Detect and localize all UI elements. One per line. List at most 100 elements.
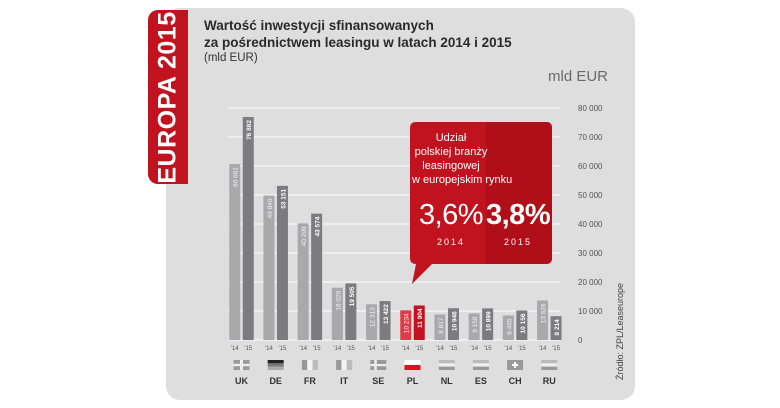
bar-value-label: 43 574 — [315, 216, 322, 236]
bar-nl-2015 — [447, 308, 459, 340]
chart-title-line1: Wartość inwestycji sfinansowanych — [204, 18, 434, 33]
category-label: CH — [509, 376, 522, 386]
y-axis-label: mld EUR — [548, 68, 609, 85]
category-label: SE — [372, 376, 384, 386]
bar-value-label: 40 209 — [301, 226, 308, 246]
bar-it-2015 — [345, 283, 357, 340]
it-flag-icon — [336, 360, 353, 370]
callout-line-1: Udział — [435, 132, 467, 144]
bar-year-label: '15 — [484, 346, 492, 352]
bar-year-label: '15 — [450, 346, 458, 352]
callout-line-3: leasingowej — [422, 160, 480, 172]
callout-year-2015: 2015 — [503, 237, 533, 247]
bar-de-2015 — [276, 185, 288, 340]
bar-ch-2014 — [502, 315, 514, 340]
bar-year-label: '15 — [415, 346, 423, 352]
y-tick-label: 30 000 — [578, 249, 603, 258]
nl-flag-icon — [438, 360, 455, 370]
bar-year-label: '14 — [265, 346, 273, 352]
bar-year-label: '14 — [504, 346, 512, 352]
bar-value-label: 10 946 — [451, 311, 458, 331]
bar-pl-2014 — [400, 310, 412, 340]
bar-uk-2015 — [242, 117, 254, 340]
callout-year-2014: 2014 — [436, 237, 466, 247]
bar-value-label: 10 156 — [520, 313, 527, 333]
se-flag-icon — [370, 360, 387, 370]
bar-fr-2015 — [311, 213, 323, 340]
bar-value-label: 12 313 — [370, 307, 377, 327]
bar-year-label: '14 — [436, 346, 444, 352]
bar-value-label: 13 422 — [383, 304, 390, 324]
y-tick-label: 60 000 — [578, 162, 603, 171]
bar-year-label: '14 — [231, 346, 239, 352]
source-note: Źródło: ZPL/Leaseurope — [615, 282, 625, 380]
bar-fr-2014 — [297, 223, 309, 340]
bar-ru-2015 — [550, 316, 562, 340]
bar-year-label: '14 — [470, 346, 478, 352]
bar-year-label: '15 — [244, 346, 252, 352]
category-label: RU — [543, 376, 556, 386]
category-label: IT — [340, 376, 349, 386]
bar-value-label: 60 661 — [233, 167, 240, 187]
bar-year-label: '14 — [539, 346, 547, 352]
uk-flag-icon — [233, 360, 250, 370]
y-tick-label: 0 — [578, 336, 583, 345]
bar-year-label: '15 — [313, 346, 321, 352]
bar-de-2014 — [263, 195, 275, 340]
bar-year-label: '14 — [299, 346, 307, 352]
bar-se-2014 — [366, 304, 378, 340]
bar-value-label: 49 840 — [267, 198, 274, 218]
bar-es-2015 — [482, 308, 494, 340]
bar-year-label: '15 — [279, 346, 287, 352]
bar-value-label: 8 465 — [506, 318, 513, 335]
category-label: NL — [441, 376, 453, 386]
y-tick-label: 80 000 — [578, 104, 603, 113]
es-flag-icon — [472, 360, 489, 370]
category-label: FR — [304, 376, 316, 386]
bar-value-label: 18 029 — [335, 290, 342, 310]
bar-uk-2014 — [229, 164, 241, 340]
bar-value-label: 10 899 — [486, 311, 493, 331]
y-tick-label: 50 000 — [578, 191, 603, 200]
bar-value-label: 53 151 — [280, 188, 287, 208]
bar-value-label: 13 626 — [541, 303, 548, 323]
bar-it-2014 — [331, 287, 343, 340]
bar-value-label: 19 505 — [349, 286, 356, 306]
bar-ru-2014 — [537, 300, 549, 340]
callout-value-2015: 3,8% — [486, 199, 551, 231]
bar-year-label: '14 — [368, 346, 376, 352]
callout-value-2014: 3,6% — [418, 199, 484, 231]
category-label: DE — [269, 376, 282, 386]
ru-flag-icon — [541, 360, 558, 370]
y-tick-label: 70 000 — [578, 133, 603, 142]
callout-line-2: polskiej branży — [414, 146, 488, 158]
bar-year-label: '14 — [333, 346, 341, 352]
callout-line-4: w europejskim rynku — [412, 174, 513, 186]
bar-value-label: 8 817 — [438, 317, 445, 334]
chart-unit-subtitle: (mld EUR) — [204, 52, 258, 64]
bar-es-2014 — [468, 313, 480, 340]
bar-year-label: '15 — [381, 346, 389, 352]
fr-flag-icon — [301, 360, 318, 370]
bar-value-label: 10 234 — [404, 313, 411, 333]
de-flag-icon — [267, 360, 284, 370]
bar-ch-2015 — [516, 310, 528, 340]
badge-tab — [148, 10, 188, 184]
bar-pl-2015 — [413, 305, 425, 340]
bar-year-label: '15 — [518, 346, 526, 352]
bar-year-label: '14 — [402, 346, 410, 352]
bar-nl-2014 — [434, 314, 446, 340]
chart-title-line2: za pośrednictwem leasingu w latach 2014 … — [204, 35, 512, 50]
y-tick-label: 20 000 — [578, 278, 603, 287]
category-label: ES — [475, 376, 487, 386]
callout-2015-panel-corner — [546, 122, 552, 264]
bar-value-label: 11 904 — [417, 308, 424, 328]
bar-value-label: 76 882 — [246, 120, 253, 140]
bar-year-label: '15 — [347, 346, 355, 352]
callout-2015-panel — [486, 122, 546, 264]
y-tick-label: 40 000 — [578, 220, 603, 229]
category-label: PL — [407, 376, 419, 386]
pl-flag-icon — [404, 360, 421, 370]
bar-value-label: 9 158 — [472, 316, 479, 333]
